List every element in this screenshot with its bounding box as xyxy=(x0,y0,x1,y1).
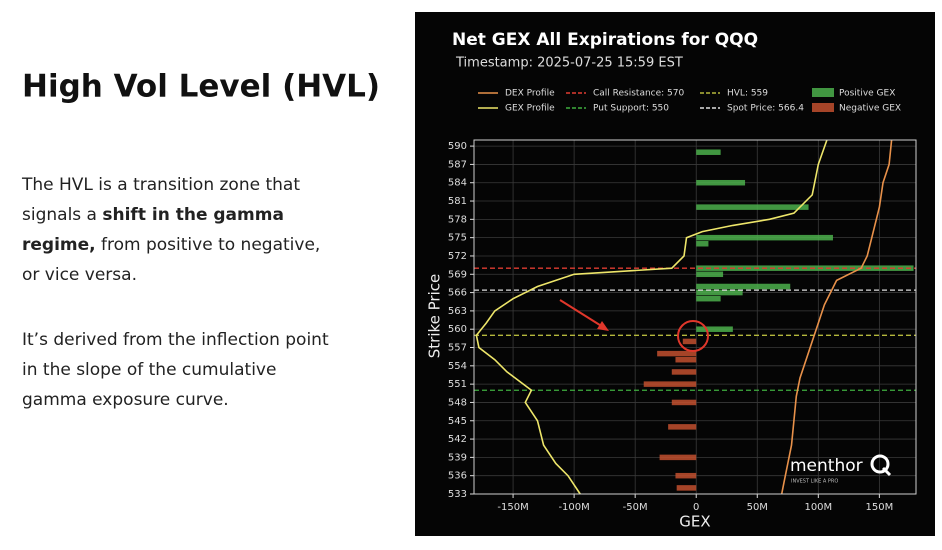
profile-line xyxy=(475,139,828,495)
x-tick-label: 150M xyxy=(866,502,894,513)
bar xyxy=(671,399,697,406)
chart-subtitle: Timestamp: 2025-07-25 15:59 EST xyxy=(455,56,683,71)
bar xyxy=(682,338,697,345)
highlight-circle xyxy=(677,320,709,352)
text-run: signals a xyxy=(22,205,102,225)
y-tick-label: 548 xyxy=(448,397,467,408)
logo-tagline: INVEST LIKE A PRO xyxy=(791,479,838,485)
bar xyxy=(696,295,721,302)
legend-swatch xyxy=(812,103,834,112)
legend-label: Spot Price: 566.4 xyxy=(727,104,804,114)
text-run: gamma exposure curve. xyxy=(22,390,229,410)
paragraph-line: in the slope of the cumulative xyxy=(22,360,276,380)
legend-label: Put Support: 550 xyxy=(593,104,669,114)
paragraph-line: gamma exposure curve. xyxy=(22,390,229,410)
y-tick-label: 575 xyxy=(448,233,467,244)
bar xyxy=(659,454,697,461)
bar xyxy=(643,381,697,387)
bar xyxy=(696,149,721,155)
logo-text: menthor xyxy=(790,456,863,476)
y-tick-label: 533 xyxy=(448,489,467,500)
text-run: The HVL is a transition zone that xyxy=(21,175,300,195)
text-run: in the slope of the cumulative xyxy=(22,360,276,380)
y-tick-label: 566 xyxy=(448,288,467,299)
x-tick-label: 0 xyxy=(693,502,699,513)
y-tick-label: 536 xyxy=(448,471,467,482)
text-run: shift in the gamma xyxy=(102,205,284,225)
y-tick-label: 572 xyxy=(448,251,467,262)
x-tick-label: 100M xyxy=(804,502,832,513)
paragraph-line: or vice versa. xyxy=(22,265,137,285)
y-tick-label: 587 xyxy=(448,159,467,170)
y-tick-label: 590 xyxy=(448,141,467,152)
slide-heading: High Vol Level (HVL) xyxy=(22,69,380,105)
bar xyxy=(696,234,833,241)
x-tick-label: -50M xyxy=(623,502,648,513)
y-tick-label: 557 xyxy=(448,343,467,354)
paragraph-line: regime, from positive to negative, xyxy=(22,235,320,255)
y-tick-label: 551 xyxy=(448,379,467,390)
chart-title: Net GEX All Expirations for QQQ xyxy=(452,30,758,50)
legend-label: Call Resistance: 570 xyxy=(593,89,685,99)
plot-frame xyxy=(473,139,917,495)
paragraph-line: It’s derived from the inflection point xyxy=(22,330,329,350)
bar xyxy=(696,326,733,332)
y-tick-label: 560 xyxy=(448,324,467,335)
bar xyxy=(675,356,697,363)
text-run: from positive to negative, xyxy=(96,235,321,255)
y-tick-label: 542 xyxy=(448,434,467,445)
x-tick-label: -100M xyxy=(558,502,589,513)
bar xyxy=(671,369,697,375)
bar xyxy=(675,472,697,479)
logo: menthor INVEST LIKE A PRO xyxy=(790,454,892,485)
bar xyxy=(696,204,809,210)
legend-label: GEX Profile xyxy=(505,104,555,114)
bar xyxy=(696,271,724,278)
y-tick-label: 563 xyxy=(448,306,467,317)
x-tick-label: 50M xyxy=(747,502,768,513)
y-tick-label: 581 xyxy=(448,196,467,207)
text-run: regime, xyxy=(22,235,96,255)
legend-swatch xyxy=(812,88,834,97)
legend-label: HVL: 559 xyxy=(727,89,768,99)
y-tick-label: 554 xyxy=(448,361,467,372)
arrow xyxy=(559,299,604,328)
bar xyxy=(696,289,743,296)
y-tick-label: 569 xyxy=(448,269,467,280)
x-axis-label: GEX xyxy=(679,513,710,531)
plot: 533 536 539 542 545 548 551 554 557 560 563 566 569 5… xyxy=(448,88,917,513)
profile-line xyxy=(780,139,893,495)
paragraph-line: signals a shift in the gamma xyxy=(22,205,284,225)
legend-label: Positive GEX xyxy=(839,89,895,99)
text-run: It’s derived from the inflection point xyxy=(22,330,329,350)
bar xyxy=(676,485,697,491)
bar xyxy=(696,283,791,290)
bar xyxy=(696,179,746,186)
y-tick-label: 578 xyxy=(448,214,467,225)
y-tick-label: 545 xyxy=(448,416,467,427)
y-tick-label: 539 xyxy=(448,452,467,463)
bar xyxy=(696,241,709,247)
logo-icon xyxy=(881,466,892,477)
x-tick-label: -150M xyxy=(497,502,528,513)
arrow-head xyxy=(597,321,609,331)
y-tick-label: 584 xyxy=(448,178,467,189)
text-run: or vice versa. xyxy=(22,265,137,285)
bar xyxy=(668,424,697,430)
y-axis-label: Strike Price xyxy=(426,274,444,358)
legend-label: DEX Profile xyxy=(505,89,555,99)
paragraph-line: The HVL is a transition zone that xyxy=(21,175,300,195)
slide-text: The HVL is a transition zone that signals… xyxy=(21,175,329,410)
bar xyxy=(657,350,697,357)
legend-label: Negative GEX xyxy=(839,104,901,114)
logo-icon xyxy=(870,454,890,474)
